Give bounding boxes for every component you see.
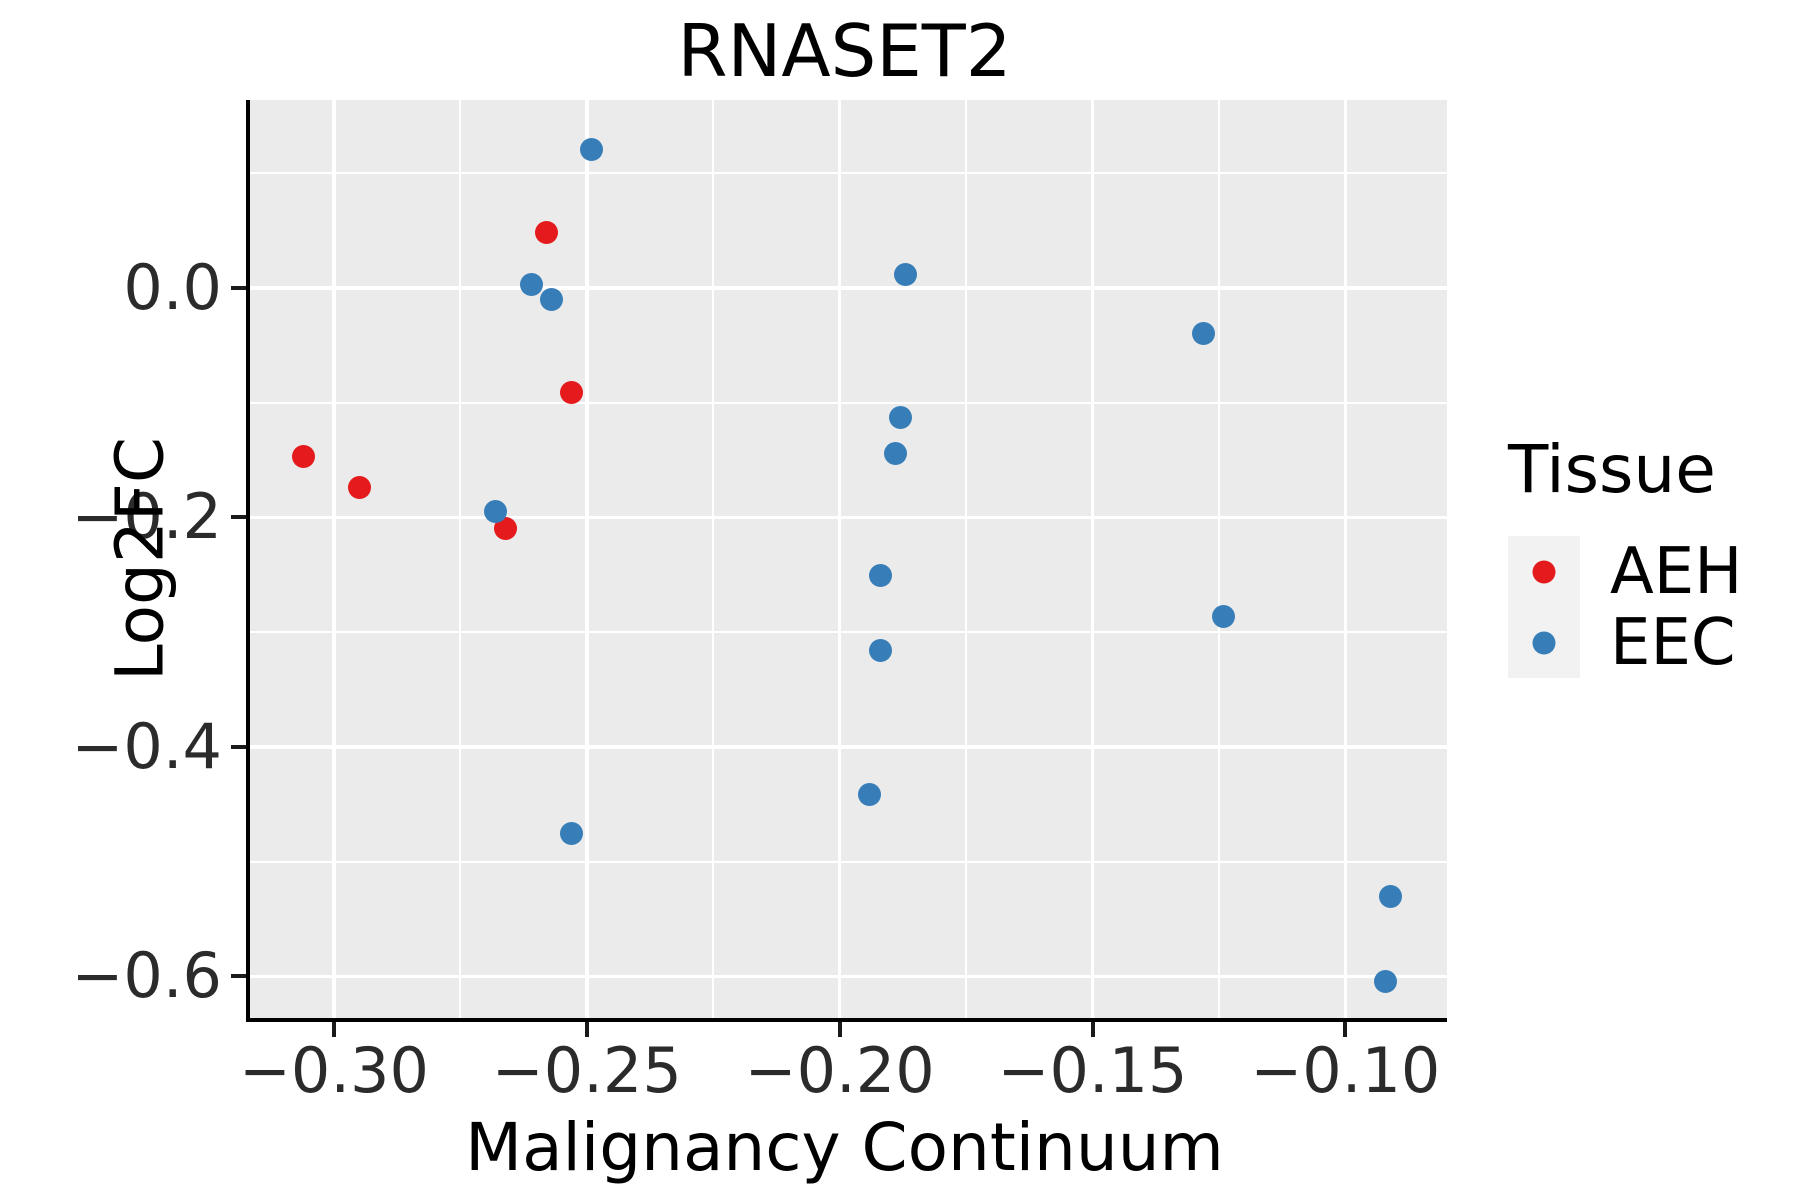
data-point-aeh (534, 221, 558, 245)
data-point-eec (858, 782, 882, 806)
gridline-minor-horizontal (250, 172, 1447, 175)
x-tick-label: −0.25 (491, 1034, 682, 1107)
data-point-eec (1374, 969, 1398, 993)
data-point-eec (868, 564, 892, 588)
data-point-eec (1192, 322, 1216, 346)
chart-title: RNASET2 (677, 9, 1012, 93)
data-point-eec (1212, 604, 1236, 628)
gridline-minor-vertical (712, 100, 715, 1018)
data-point-eec (580, 137, 604, 161)
gridline-minor-vertical (965, 100, 968, 1018)
gridline-minor-horizontal (250, 401, 1447, 404)
data-point-eec (893, 262, 917, 286)
x-axis-title: Malignancy Continuum (465, 1109, 1224, 1186)
data-point-eec (888, 406, 912, 430)
data-point-eec (868, 639, 892, 663)
legend-key (1508, 536, 1580, 607)
legend-item-label: EEC (1610, 605, 1736, 680)
x-axis-tick (584, 1022, 589, 1037)
legend-key (1508, 607, 1580, 678)
y-axis-tick (231, 515, 246, 520)
data-point-aeh (347, 476, 371, 500)
x-tick-label: −0.10 (1250, 1034, 1441, 1107)
data-point-eec (560, 821, 584, 845)
legend-title: Tissue (1508, 431, 1716, 508)
gridline-major-vertical (837, 100, 842, 1018)
data-point-eec (539, 287, 563, 311)
gridline-minor-vertical (459, 100, 462, 1018)
gridline-minor-vertical (1217, 100, 1220, 1018)
gridline-major-vertical (585, 100, 589, 1018)
gridline-major-horizontal (250, 286, 1447, 290)
data-point-aeh (494, 517, 518, 541)
x-tick-label: −0.30 (238, 1034, 429, 1107)
gridline-major-horizontal (250, 745, 1447, 749)
legend-item-aeh: AEH (1508, 534, 1743, 609)
x-axis-tick (1090, 1022, 1095, 1037)
x-axis-tick (1343, 1022, 1348, 1037)
gridline-major-vertical (1090, 100, 1095, 1018)
y-axis-tick (231, 974, 246, 979)
data-point-eec (484, 500, 508, 524)
gridline-major-horizontal (250, 974, 1447, 979)
legend-item-label: AEH (1610, 534, 1743, 609)
y-axis-tick (231, 285, 246, 290)
gridline-major-vertical (1343, 100, 1348, 1018)
legend: Tissue AEH EEC (1508, 430, 1743, 680)
legend-dot-eec (1532, 631, 1556, 654)
plot-panel (246, 100, 1447, 1022)
gridline-major-horizontal (250, 515, 1447, 520)
y-tick-label: −0.2 (71, 480, 222, 554)
legend-items: AEH EEC (1508, 534, 1743, 680)
y-axis-title: Log2FC (101, 437, 179, 681)
x-axis-tick (837, 1022, 842, 1037)
y-tick-label: −0.4 (71, 709, 222, 783)
legend-item-eec: EEC (1508, 605, 1742, 680)
y-tick-label: −0.6 (71, 939, 222, 1013)
x-axis-tick (331, 1022, 336, 1037)
data-point-aeh (292, 445, 316, 469)
x-tick-label: −0.20 (744, 1034, 935, 1107)
data-point-eec (883, 441, 907, 465)
data-point-aeh (560, 380, 584, 404)
gridline-major-vertical (332, 100, 336, 1018)
data-point-eec (519, 273, 543, 297)
legend-dot-aeh (1532, 560, 1556, 583)
gridline-minor-horizontal (250, 631, 1447, 634)
y-axis-tick (231, 744, 246, 749)
y-tick-label: 0.0 (123, 250, 222, 324)
gridline-minor-horizontal (250, 860, 1447, 863)
data-point-eec (1379, 884, 1403, 908)
x-tick-label: −0.15 (997, 1034, 1188, 1107)
